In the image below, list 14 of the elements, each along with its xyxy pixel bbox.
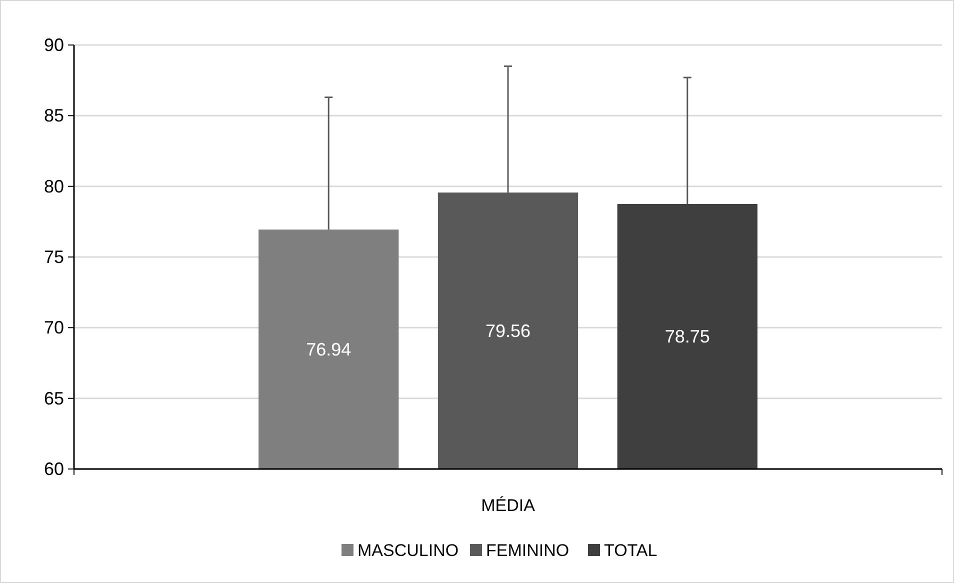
y-tick-label: 85 <box>44 106 64 126</box>
legend-label: FEMININO <box>486 541 570 560</box>
y-tick-label: 60 <box>44 459 64 479</box>
y-tick-label: 70 <box>44 318 64 338</box>
x-tick-label: MÉDIA <box>481 496 536 515</box>
legend-label: MASCULINO <box>358 541 459 560</box>
data-label: 76.94 <box>306 339 352 360</box>
data-label: 79.56 <box>485 320 531 341</box>
y-tick-label: 90 <box>44 35 64 55</box>
data-label: 78.75 <box>664 326 710 346</box>
y-tick-label: 75 <box>44 247 64 267</box>
y-tick-label: 65 <box>44 388 64 408</box>
legend-label: TOTAL <box>604 541 658 560</box>
y-tick-label: 80 <box>44 176 64 196</box>
